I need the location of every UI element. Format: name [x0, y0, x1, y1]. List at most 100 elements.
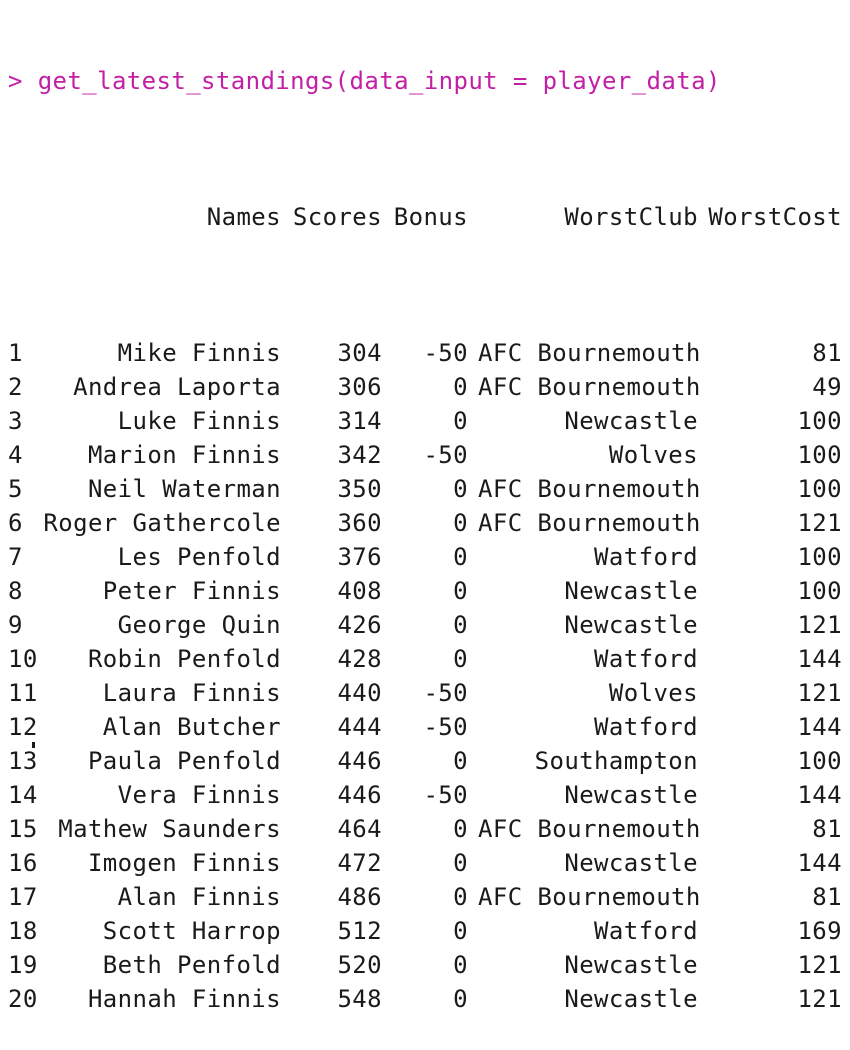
- row-worst-cost: 121: [797, 679, 842, 707]
- row-worst-club: Watford: [594, 543, 698, 571]
- row-bonus: 0: [453, 509, 468, 537]
- row-worst-club: AFC Bournemouth: [478, 475, 701, 503]
- row-name: Alan Finnis: [117, 883, 281, 911]
- row-name: Scott Harrop: [102, 917, 281, 945]
- row-worst-club: Watford: [594, 645, 698, 673]
- table-row: 6 Roger Gathercole 360 0 AFC Bournemouth 121: [8, 506, 850, 540]
- row-bonus: -50: [423, 781, 468, 809]
- row-worst-club: AFC Bournemouth: [478, 339, 701, 367]
- row-worst-club: AFC Bournemouth: [478, 815, 701, 843]
- row-name: Luke Finnis: [117, 407, 281, 435]
- row-score: 486: [337, 883, 382, 911]
- row-bonus: 0: [453, 543, 468, 571]
- table-body: 1 Mike Finnis 304 -50 AFC Bournemouth 81 2 Andr…: [8, 336, 850, 1016]
- row-name: Imogen Finnis: [87, 849, 281, 877]
- row-worst-cost: 81: [812, 339, 842, 367]
- row-bonus: 0: [453, 577, 468, 605]
- row-bonus: 0: [453, 747, 468, 775]
- row-worst-cost: 144: [797, 849, 842, 877]
- row-bonus: 0: [453, 407, 468, 435]
- table-row: 4 Marion Finnis 342 -50 Wolves 100: [8, 438, 850, 472]
- row-worst-cost: 100: [797, 441, 842, 469]
- row-worst-cost: 121: [797, 509, 842, 537]
- row-worst-cost: 100: [797, 747, 842, 775]
- header-worst-cost: WorstCost: [708, 203, 842, 231]
- row-worst-club: Watford: [594, 917, 698, 945]
- row-bonus: 0: [453, 951, 468, 979]
- table-row: 17 Alan Finnis 486 0 AFC Bournemouth 81: [8, 880, 850, 914]
- row-name: Paula Penfold: [87, 747, 281, 775]
- row-worst-cost: 81: [812, 883, 842, 911]
- row-worst-club: AFC Bournemouth: [478, 883, 701, 911]
- row-score: 306: [337, 373, 382, 401]
- row-name: Les Penfold: [117, 543, 281, 571]
- row-bonus: 0: [453, 883, 468, 911]
- row-bonus: 0: [453, 985, 468, 1013]
- row-bonus: 0: [453, 611, 468, 639]
- table-row: 5 Neil Waterman 350 0 AFC Bournemouth 100: [8, 472, 850, 506]
- row-score: 472: [337, 849, 382, 877]
- row-name: Roger Gathercole: [43, 509, 281, 537]
- table-row: 7 Les Penfold 376 0 Watford 100: [8, 540, 850, 574]
- row-bonus: -50: [423, 713, 468, 741]
- table-row: 11 Laura Finnis 440 -50 Wolves 121: [8, 676, 850, 710]
- row-score: 548: [337, 985, 382, 1013]
- row-index: 2: [8, 373, 23, 401]
- row-name: Alan Butcher: [102, 713, 281, 741]
- table-row: 3 Luke Finnis 314 0 Newcastle 100: [8, 404, 850, 438]
- command-line[interactable]: > get_latest_standings(data_input = play…: [8, 64, 850, 98]
- table-row: 12 Alan Butcher 444 -50 Watford 144: [8, 710, 850, 744]
- row-index: 8: [8, 577, 23, 605]
- row-worst-cost: 100: [797, 577, 842, 605]
- row-score: 428: [337, 645, 382, 673]
- header-names: Names: [206, 203, 281, 231]
- row-worst-cost: 144: [797, 781, 842, 809]
- row-worst-cost: 100: [797, 475, 842, 503]
- row-index: 1: [8, 339, 23, 367]
- row-bonus: 0: [453, 917, 468, 945]
- row-bonus: -50: [423, 679, 468, 707]
- row-bonus: -50: [423, 441, 468, 469]
- table-row: 2 Andrea Laporta 306 0 AFC Bournemouth 49: [8, 370, 850, 404]
- table-row: 9 George Quin 426 0 Newcastle 121: [8, 608, 850, 642]
- row-worst-cost: 144: [797, 645, 842, 673]
- row-worst-club: Newcastle: [564, 407, 698, 435]
- console-prompt: >: [8, 67, 38, 95]
- table-row: 14 Vera Finnis 446 -50 Newcastle 144: [8, 778, 850, 812]
- row-worst-club: AFC Bournemouth: [478, 373, 701, 401]
- table-row: 19 Beth Penfold 520 0 Newcastle 121: [8, 948, 850, 982]
- row-index: 7: [8, 543, 23, 571]
- row-bonus: 0: [453, 373, 468, 401]
- row-worst-cost: 100: [797, 543, 842, 571]
- row-index: 12: [8, 713, 38, 741]
- row-name: Marion Finnis: [87, 441, 281, 469]
- row-name: Laura Finnis: [102, 679, 281, 707]
- row-score: 440: [337, 679, 382, 707]
- header-scores: Scores: [292, 203, 382, 231]
- row-worst-club: Newcastle: [564, 577, 698, 605]
- row-worst-club: AFC Bournemouth: [478, 509, 701, 537]
- row-score: 360: [337, 509, 382, 537]
- row-index: 6: [8, 509, 23, 537]
- row-worst-club: Wolves: [608, 679, 698, 707]
- row-score: 446: [337, 781, 382, 809]
- row-score: 446: [337, 747, 382, 775]
- r-console-output: > get_latest_standings(data_input = play…: [8, 0, 850, 1013]
- row-index: 4: [8, 441, 23, 469]
- row-score: 426: [337, 611, 382, 639]
- row-worst-club: Newcastle: [564, 985, 698, 1013]
- row-name: Vera Finnis: [117, 781, 281, 809]
- row-score: 520: [337, 951, 382, 979]
- row-score: 376: [337, 543, 382, 571]
- row-worst-cost: 100: [797, 407, 842, 435]
- row-score: 314: [337, 407, 382, 435]
- row-index: 11: [8, 679, 38, 707]
- row-score: 444: [337, 713, 382, 741]
- table-row: 1 Mike Finnis 304 -50 AFC Bournemouth 81: [8, 336, 850, 370]
- row-worst-cost: 121: [797, 985, 842, 1013]
- table-row: 10 Robin Penfold 428 0 Watford 144: [8, 642, 850, 676]
- row-worst-club: Newcastle: [564, 951, 698, 979]
- command-text: get_latest_standings(data_input = player…: [37, 67, 721, 95]
- row-index: 5: [8, 475, 23, 503]
- header-worst-club: WorstClub: [564, 203, 698, 231]
